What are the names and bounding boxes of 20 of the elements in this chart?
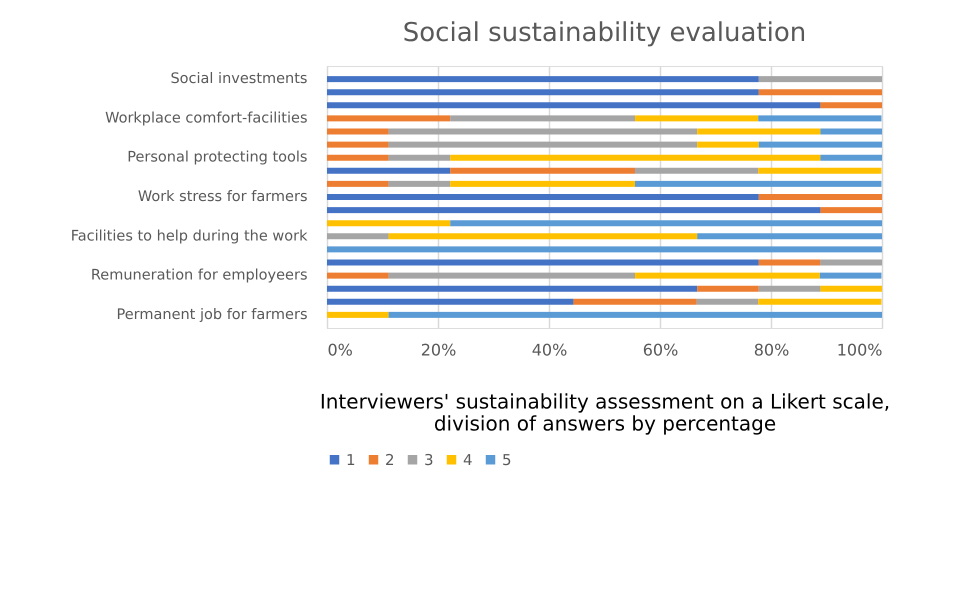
y-tick-label: Social investments — [170, 71, 308, 88]
legend-label: 4 — [463, 450, 473, 469]
x-tick-label: 0% — [328, 340, 353, 360]
legend-label: 5 — [502, 450, 512, 469]
x-tick-label: 20% — [420, 340, 456, 360]
x-axis-title: Interviewers' sustainability assessment on a Likert scale, division of answers by percentage — [320, 390, 890, 436]
y-tick-label: Remuneration for employeers — [90, 268, 308, 284]
y-tick-label: Facilities to help during the work — [70, 228, 308, 244]
chart-title: Social sustainability evaluation — [402, 18, 806, 48]
legend-label: 1 — [346, 450, 356, 469]
legend-label: 3 — [424, 450, 434, 469]
x-tick-label: 60% — [642, 340, 678, 360]
x-tick-label: 40% — [532, 340, 568, 360]
x-tick-label: 80% — [754, 340, 790, 360]
y-tick-label: Permanent job for farmers — [116, 306, 308, 323]
y-tick-label: Personal protecting tools — [127, 150, 308, 166]
legend-label: 2 — [385, 450, 395, 469]
y-tick-label: Work stress for farmers — [138, 189, 308, 205]
x-tick-label: 100% — [836, 340, 882, 360]
y-tick-label: Workplace comfort-facilities — [105, 110, 308, 126]
